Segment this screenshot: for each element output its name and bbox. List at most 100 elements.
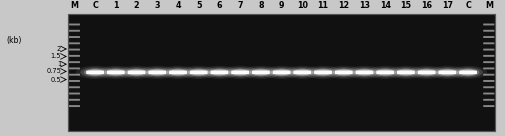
Ellipse shape: [266, 67, 296, 77]
Ellipse shape: [396, 69, 414, 75]
FancyBboxPatch shape: [69, 42, 80, 44]
FancyBboxPatch shape: [437, 71, 456, 74]
Ellipse shape: [190, 69, 207, 75]
FancyBboxPatch shape: [482, 74, 493, 76]
Ellipse shape: [221, 66, 259, 79]
FancyBboxPatch shape: [169, 71, 186, 74]
Ellipse shape: [105, 68, 127, 76]
Ellipse shape: [183, 67, 213, 77]
Ellipse shape: [349, 67, 379, 77]
Ellipse shape: [245, 67, 275, 77]
FancyBboxPatch shape: [251, 71, 269, 74]
FancyBboxPatch shape: [231, 71, 248, 74]
Text: 1: 1: [113, 1, 118, 10]
Text: 1.5: 1.5: [50, 53, 61, 59]
Ellipse shape: [122, 67, 151, 77]
Text: 0.5: 0.5: [50, 77, 61, 83]
FancyBboxPatch shape: [69, 80, 80, 82]
FancyBboxPatch shape: [482, 24, 493, 25]
Ellipse shape: [328, 67, 358, 77]
Ellipse shape: [370, 67, 399, 77]
Ellipse shape: [101, 67, 130, 77]
Ellipse shape: [332, 68, 355, 76]
Ellipse shape: [80, 67, 110, 77]
FancyBboxPatch shape: [355, 71, 373, 74]
Ellipse shape: [304, 66, 341, 79]
Text: C: C: [92, 1, 98, 10]
FancyBboxPatch shape: [482, 99, 493, 101]
Text: M: M: [484, 1, 492, 10]
Text: M: M: [70, 1, 78, 10]
FancyBboxPatch shape: [482, 105, 493, 107]
FancyBboxPatch shape: [482, 80, 493, 82]
Ellipse shape: [334, 69, 352, 75]
Ellipse shape: [427, 66, 466, 79]
Ellipse shape: [179, 66, 218, 79]
Text: 6: 6: [216, 1, 222, 10]
FancyBboxPatch shape: [482, 67, 493, 69]
Ellipse shape: [373, 68, 396, 76]
Ellipse shape: [84, 68, 106, 76]
Ellipse shape: [249, 68, 272, 76]
Ellipse shape: [125, 68, 147, 76]
Ellipse shape: [210, 69, 228, 75]
FancyBboxPatch shape: [107, 71, 125, 74]
Ellipse shape: [411, 67, 440, 77]
Ellipse shape: [290, 68, 313, 76]
Ellipse shape: [311, 68, 334, 76]
Bar: [68, 14, 494, 131]
FancyBboxPatch shape: [69, 55, 80, 57]
Ellipse shape: [86, 69, 104, 75]
Bar: [68, 14, 494, 131]
Text: 3: 3: [154, 1, 160, 10]
Ellipse shape: [231, 69, 248, 75]
Ellipse shape: [452, 67, 482, 77]
Text: 10: 10: [296, 1, 307, 10]
FancyBboxPatch shape: [482, 42, 493, 44]
Ellipse shape: [166, 68, 189, 76]
Ellipse shape: [407, 66, 445, 79]
Ellipse shape: [76, 66, 114, 79]
FancyBboxPatch shape: [69, 74, 80, 76]
FancyBboxPatch shape: [482, 36, 493, 38]
Ellipse shape: [142, 67, 172, 77]
FancyBboxPatch shape: [272, 71, 290, 74]
Text: 2: 2: [133, 1, 139, 10]
Ellipse shape: [417, 69, 434, 75]
Ellipse shape: [287, 67, 317, 77]
Ellipse shape: [293, 69, 311, 75]
FancyBboxPatch shape: [334, 71, 352, 74]
Ellipse shape: [107, 69, 124, 75]
Ellipse shape: [169, 69, 186, 75]
FancyBboxPatch shape: [210, 71, 228, 74]
Ellipse shape: [225, 67, 255, 77]
FancyBboxPatch shape: [69, 24, 80, 25]
FancyBboxPatch shape: [69, 105, 80, 107]
Text: 12: 12: [337, 1, 348, 10]
Ellipse shape: [204, 67, 234, 77]
FancyBboxPatch shape: [482, 93, 493, 95]
FancyBboxPatch shape: [69, 61, 80, 63]
Ellipse shape: [308, 67, 337, 77]
Ellipse shape: [200, 66, 238, 79]
Text: C: C: [464, 1, 470, 10]
Ellipse shape: [270, 68, 292, 76]
FancyBboxPatch shape: [482, 61, 493, 63]
Ellipse shape: [432, 67, 461, 77]
FancyBboxPatch shape: [127, 71, 145, 74]
Ellipse shape: [355, 69, 372, 75]
FancyBboxPatch shape: [189, 71, 207, 74]
Ellipse shape: [208, 68, 230, 76]
FancyBboxPatch shape: [396, 71, 414, 74]
Text: 8: 8: [258, 1, 263, 10]
FancyBboxPatch shape: [417, 71, 435, 74]
Ellipse shape: [352, 68, 375, 76]
Text: 14: 14: [379, 1, 390, 10]
Ellipse shape: [159, 66, 197, 79]
Ellipse shape: [163, 67, 192, 77]
Text: 11: 11: [317, 1, 328, 10]
Ellipse shape: [148, 69, 166, 75]
FancyBboxPatch shape: [293, 71, 311, 74]
Ellipse shape: [283, 66, 321, 79]
FancyBboxPatch shape: [69, 36, 80, 38]
